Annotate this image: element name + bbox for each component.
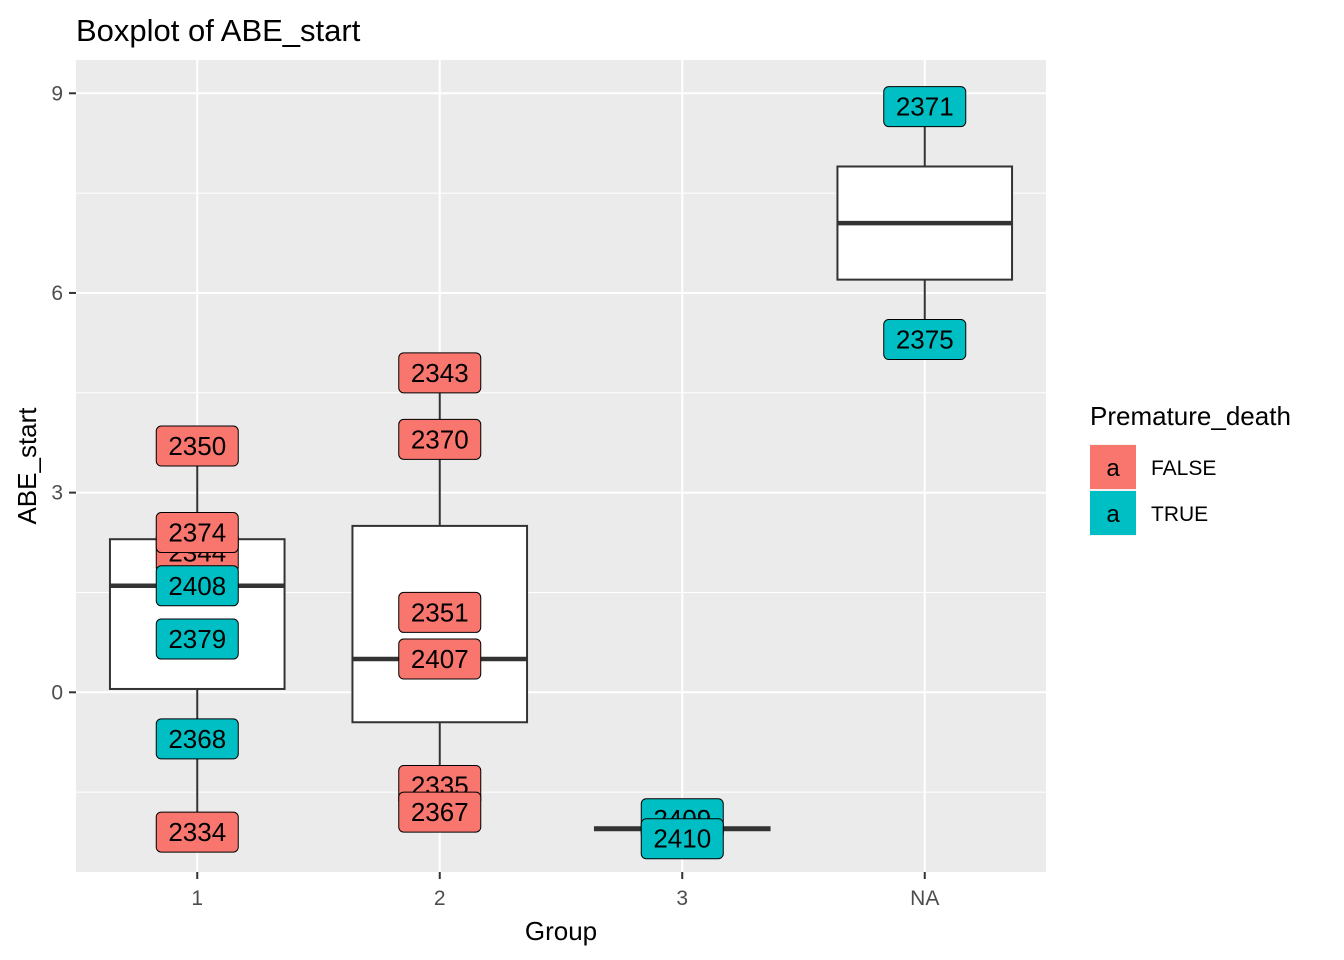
point-label-box xyxy=(155,565,239,607)
legend-entry-false: a FALSE xyxy=(1090,444,1216,490)
point-label-2410: 2410 xyxy=(640,818,724,860)
point-label-box xyxy=(155,425,239,467)
x-axis-title: Group xyxy=(525,916,597,946)
point-label-text: 2351 xyxy=(411,597,469,627)
point-label-2371: 2371 xyxy=(883,86,967,128)
point-labels: 2350234423742408237923682334234323702351… xyxy=(155,86,967,860)
y-axis-title: ABE_start xyxy=(12,407,42,525)
legend-key-glyph: a xyxy=(1106,501,1120,528)
point-label-text: 2408 xyxy=(168,571,226,601)
point-label-text: 2368 xyxy=(168,724,226,754)
point-label-box xyxy=(398,418,482,460)
chart-title: Boxplot of ABE_start xyxy=(76,13,361,48)
point-label-2370: 2370 xyxy=(398,418,482,460)
x-tick-label: 2 xyxy=(434,887,446,910)
point-label-box xyxy=(398,352,482,394)
point-label-2334: 2334 xyxy=(155,811,239,853)
legend-key-glyph: a xyxy=(1106,455,1120,482)
point-label-box xyxy=(640,818,724,860)
point-label-2375: 2375 xyxy=(883,319,967,361)
point-label-box xyxy=(155,512,239,554)
y-tick-label: 3 xyxy=(51,482,63,505)
point-label-text: 2370 xyxy=(411,424,469,454)
point-label-text: 2371 xyxy=(896,92,954,122)
point-label-2408: 2408 xyxy=(155,565,239,607)
legend-label: TRUE xyxy=(1151,503,1208,526)
point-label-box xyxy=(398,791,482,833)
legend-key xyxy=(1090,491,1136,535)
point-label-text: 2379 xyxy=(168,624,226,654)
point-label-box xyxy=(398,591,482,633)
point-label-2343: 2343 xyxy=(398,352,482,394)
legend: Premature_death a FALSE a TRUE xyxy=(1090,401,1291,536)
point-label-text: 2367 xyxy=(411,797,469,827)
point-label-text: 2374 xyxy=(168,518,226,548)
point-label-2368: 2368 xyxy=(155,718,239,760)
point-label-box xyxy=(155,618,239,660)
x-tick-label: NA xyxy=(910,887,939,910)
point-label-text: 2375 xyxy=(896,325,954,355)
legend-label: FALSE xyxy=(1151,457,1216,480)
point-label-text: 2334 xyxy=(168,817,226,847)
point-label-box xyxy=(155,718,239,760)
point-label-text: 2407 xyxy=(411,644,469,674)
point-label-box xyxy=(883,319,967,361)
point-label-text: 2350 xyxy=(168,431,226,461)
point-label-2367: 2367 xyxy=(398,791,482,833)
point-label-2374: 2374 xyxy=(155,512,239,554)
point-label-box xyxy=(155,811,239,853)
y-tick-label: 0 xyxy=(51,681,63,704)
x-tick-label: 1 xyxy=(191,887,203,910)
y-tick-label: 6 xyxy=(51,282,63,305)
point-label-2379: 2379 xyxy=(155,618,239,660)
point-label-box xyxy=(883,86,967,128)
y-tick-label: 9 xyxy=(51,82,63,105)
legend-key xyxy=(1090,445,1136,489)
point-label-2407: 2407 xyxy=(398,638,482,680)
point-label-2351: 2351 xyxy=(398,591,482,633)
x-tick-label: 3 xyxy=(676,887,688,910)
point-label-text: 2343 xyxy=(411,358,469,388)
point-label-box xyxy=(398,638,482,680)
legend-title: Premature_death xyxy=(1090,401,1291,431)
legend-entry-true: a TRUE xyxy=(1090,490,1208,536)
box-group-NA xyxy=(836,106,1014,340)
point-label-text: 2410 xyxy=(653,824,711,854)
point-label-2350: 2350 xyxy=(155,425,239,467)
